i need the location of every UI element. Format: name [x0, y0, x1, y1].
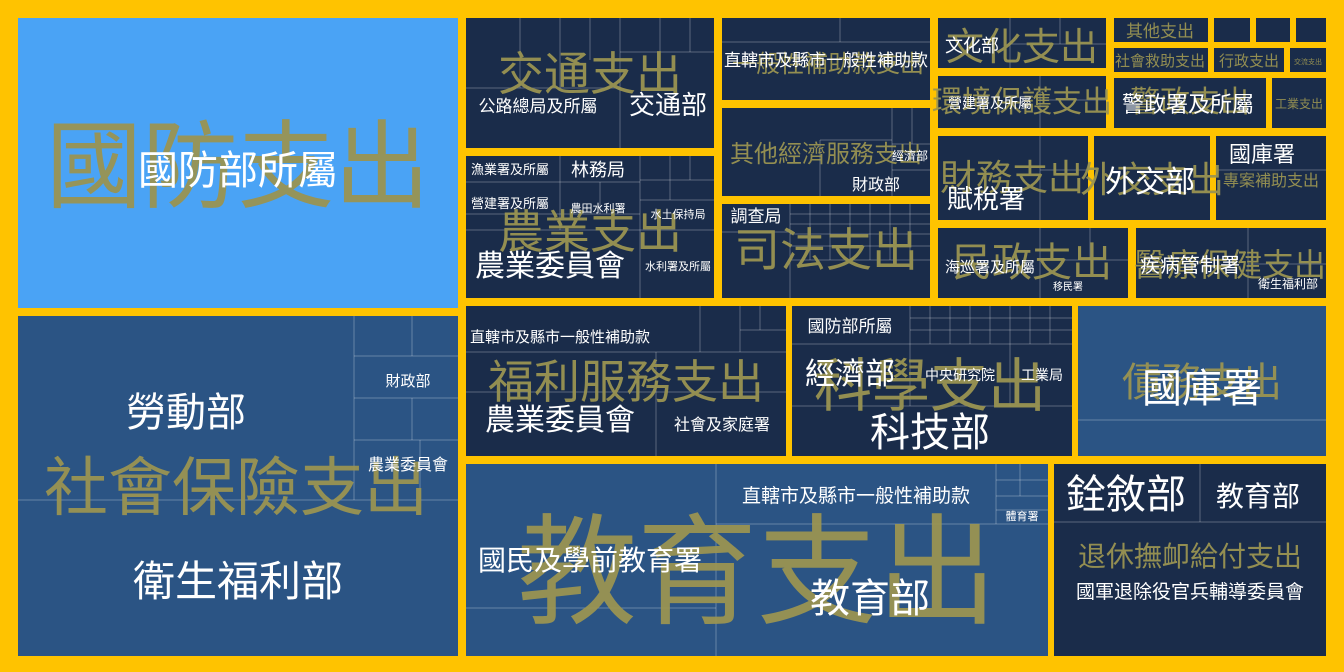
group-rect-debt [1078, 306, 1326, 456]
leaf-label-treasury-special: 國庫署 [1229, 143, 1295, 168]
group-rect-judicial [722, 204, 930, 298]
group-label-industry: 工業支出 [1275, 97, 1323, 111]
group-rect-health [1136, 228, 1326, 298]
leaf-label-construction-agency-env: 營建署及所屬 [948, 96, 1032, 112]
leaf-label-transport-ministry: 交通部 [629, 91, 707, 121]
leaf-label-water-resources: 水利署及所屬 [645, 260, 711, 273]
leaf-label-local-subsidy-education: 直轄市及縣市一般性補助款 [742, 485, 970, 507]
leaf-label-k12-admin: 國民及學前教育署 [478, 544, 702, 577]
group-label-environment: 環境保護支出 [932, 85, 1112, 120]
leaf-label-labor-ministry: 勞動部 [126, 390, 246, 436]
group-label-police: 警政支出 [1130, 85, 1250, 120]
leaf-label-veterans-council: 國軍退除役官兵輔導委員會 [1076, 581, 1304, 603]
leaf-label-construction-agency-agri: 營建署及所屬 [471, 197, 549, 212]
group-rect-education [466, 464, 1048, 656]
group-rect-civil [938, 228, 1128, 298]
leaf-label-finance-ministry: 財政部 [385, 372, 430, 390]
group-label-finance: 財務支出 [940, 158, 1084, 199]
group-rect-science [792, 306, 1072, 456]
group-rect-small-2 [1256, 18, 1290, 42]
group-rect-exchange [1290, 48, 1326, 72]
group-label-other: 其他支出 [1126, 22, 1194, 42]
leaf-label-industrial-bureau: 工業局 [1021, 368, 1063, 384]
group-label-social-aid: 社會救助支出 [1115, 52, 1205, 70]
group-label-judicial: 司法支出 [734, 223, 918, 277]
group-label-admin: 行政支出 [1219, 52, 1279, 70]
group-rect-other [1114, 18, 1208, 42]
group-rect-defense [18, 18, 458, 308]
group-label-social-insurance: 社會保險支出 [44, 452, 428, 526]
leaf-label-cdc: 疾病管制署 [1140, 253, 1240, 277]
leaf-label-fisheries-agency: 漁業署及所屬 [471, 162, 549, 178]
group-rect-special-subsidy [1216, 136, 1326, 220]
leaf-label-economic-ministry-other: 經濟部 [892, 148, 928, 163]
group-rect-social-aid [1114, 48, 1208, 72]
leaf-label-local-subsidy-general: 直轄市及縣市一般性補助款 [724, 51, 928, 71]
leaf-label-defense-ministry-science: 國防部所屬 [808, 317, 893, 337]
leaf-label-agri-council-welfare: 農業委員會 [485, 403, 635, 438]
group-label-other-economic: 其他經濟服務支出 [730, 140, 922, 168]
leaf-label-academia-sinica: 中央研究院 [925, 368, 995, 384]
group-rect-environment [938, 76, 1106, 128]
leaf-label-defense-ministry: 國防部所屬 [138, 148, 338, 194]
group-label-defense: 國防支出 [46, 111, 430, 223]
group-label-foreign: 外交支出 [1080, 160, 1224, 201]
leaf-label-highway-bureau: 公路總局及所屬 [479, 97, 598, 117]
group-label-education: 教育支出 [517, 504, 997, 643]
leaf-label-education-ministry: 教育部 [810, 576, 930, 622]
group-rect-welfare [466, 306, 786, 456]
leaf-label-foreign-ministry: 外交部 [1105, 165, 1195, 200]
group-rect-retirement [1054, 464, 1326, 656]
leaf-label-forestry-bureau: 林務局 [571, 160, 625, 181]
leaf-grid-lines [18, 18, 1326, 656]
group-label-general-subsidy: 一般性補助款支出 [732, 50, 924, 78]
group-label-agriculture: 農業支出 [498, 205, 682, 259]
leaf-label-police-agency: 警政署及所屬 [1122, 93, 1254, 118]
leaf-label-civil-service-ministry: 銓敘部 [1066, 472, 1186, 518]
leaf-label-education-ministry-retire: 教育部 [1216, 480, 1300, 513]
group-label-retirement: 退休撫卹給付支出 [1078, 540, 1302, 573]
leaf-label-irrigation-agency: 農田水利署 [571, 201, 626, 215]
group-rect-foreign [1094, 136, 1210, 220]
leaf-label-finance-ministry-other: 財政部 [852, 175, 900, 194]
leaf-label-agri-council: 農業委員會 [475, 249, 625, 284]
leaf-label-science-ministry: 科技部 [870, 410, 990, 456]
group-label-transport: 交通支出 [498, 47, 682, 101]
group-label-welfare: 福利服務支出 [488, 355, 764, 409]
group-rect-agriculture [466, 156, 714, 298]
group-label-health: 醫療保健支出 [1134, 246, 1326, 284]
leaf-label-health-welfare-health: 衛生福利部 [1258, 276, 1318, 291]
leaf-label-treasury-debt: 國庫署 [1142, 366, 1262, 412]
leaf-label-economic-ministry-science: 經濟部 [805, 357, 895, 392]
group-rect-social-insurance [18, 316, 458, 656]
leaf-label-immigration-agency: 移民署 [1053, 280, 1083, 293]
group-rect-small-1 [1214, 18, 1250, 42]
group-rect-general-subsidy [722, 18, 930, 100]
leaf-label-sports-admin: 體育署 [1006, 509, 1039, 523]
group-label-special-subsidy: 專案補助支出 [1223, 171, 1319, 190]
leaf-label-agri-council-social: 農業委員會 [368, 455, 448, 474]
leaf-label-health-welfare-ministry: 衛生福利部 [133, 557, 343, 606]
group-rect-transport [466, 18, 714, 148]
leaf-label-family-agency: 社會及家庭署 [674, 415, 770, 434]
group-label-science: 科學支出 [814, 352, 1046, 420]
group-rect-police [1114, 78, 1266, 128]
group-label-civil: 民政支出 [952, 240, 1112, 286]
leaf-label-culture-ministry: 文化部 [945, 36, 999, 57]
group-label-exchange: 交流支出 [1294, 57, 1322, 66]
group-rect-finance [938, 136, 1088, 220]
leaf-label-soil-conservation: 水土保持局 [651, 207, 706, 221]
group-label-debt: 債務支出 [1122, 360, 1282, 406]
group-rect-other-economic [722, 108, 930, 196]
group-rect-culture [938, 18, 1106, 68]
leaf-label-coast-guard: 海巡署及所屬 [945, 258, 1035, 276]
leaf-label-investigation-bureau: 調查局 [731, 207, 782, 227]
group-rect-small-3 [1296, 18, 1326, 42]
group-label-culture: 文化支出 [946, 25, 1098, 69]
group-rect-admin [1214, 48, 1284, 72]
group-rect-industry [1272, 78, 1326, 128]
leaf-label-taxation-agency: 賦稅署 [947, 185, 1025, 215]
leaf-label-local-subsidy-welfare: 直轄市及縣市一般性補助款 [470, 328, 650, 346]
